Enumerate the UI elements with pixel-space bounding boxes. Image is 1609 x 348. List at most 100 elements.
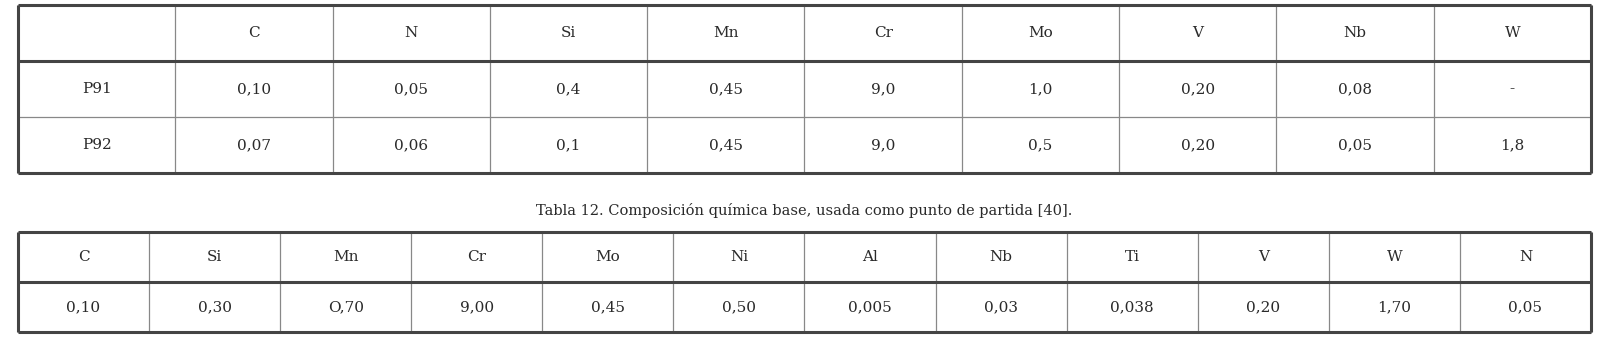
Bar xyxy=(1067,282,1197,332)
Text: 0,05: 0,05 xyxy=(394,82,428,96)
Bar xyxy=(175,61,333,117)
Text: 0,20: 0,20 xyxy=(1247,300,1281,314)
Text: Nb: Nb xyxy=(1344,26,1366,40)
Bar xyxy=(647,117,804,173)
Text: 0,10: 0,10 xyxy=(237,82,270,96)
Bar xyxy=(1276,117,1434,173)
Bar xyxy=(412,232,542,282)
Text: Cr: Cr xyxy=(874,26,893,40)
Bar xyxy=(280,282,412,332)
Text: 0,45: 0,45 xyxy=(710,82,743,96)
Text: 0,1: 0,1 xyxy=(557,138,581,152)
Bar xyxy=(489,117,647,173)
Bar xyxy=(150,282,280,332)
Text: 0,5: 0,5 xyxy=(1028,138,1052,152)
Text: O,70: O,70 xyxy=(328,300,364,314)
Text: 0,038: 0,038 xyxy=(1110,300,1154,314)
Bar xyxy=(962,117,1120,173)
Bar xyxy=(1276,5,1434,61)
Text: Mo: Mo xyxy=(1028,26,1052,40)
Bar xyxy=(489,5,647,61)
Text: 0,005: 0,005 xyxy=(848,300,891,314)
Text: 0,50: 0,50 xyxy=(722,300,756,314)
Bar xyxy=(18,232,150,282)
Text: 0,05: 0,05 xyxy=(1339,138,1372,152)
Bar xyxy=(150,232,280,282)
Text: N: N xyxy=(1519,250,1532,264)
Text: 0,07: 0,07 xyxy=(237,138,270,152)
Bar xyxy=(935,232,1067,282)
Text: 9,00: 9,00 xyxy=(460,300,494,314)
Bar xyxy=(1434,117,1591,173)
Text: 1,70: 1,70 xyxy=(1377,300,1411,314)
Text: 9,0: 9,0 xyxy=(870,82,895,96)
Bar xyxy=(962,5,1120,61)
Text: 0,4: 0,4 xyxy=(557,82,581,96)
Text: W: W xyxy=(1504,26,1521,40)
Text: 0,05: 0,05 xyxy=(1509,300,1543,314)
Bar xyxy=(674,282,804,332)
Bar xyxy=(1276,61,1434,117)
Text: Nb: Nb xyxy=(990,250,1012,264)
Text: Cr: Cr xyxy=(467,250,486,264)
Text: W: W xyxy=(1387,250,1401,264)
Bar xyxy=(175,5,333,61)
Bar xyxy=(1434,61,1591,117)
Text: N: N xyxy=(404,26,418,40)
Bar xyxy=(1329,282,1459,332)
Text: 0,45: 0,45 xyxy=(591,300,624,314)
Bar xyxy=(1459,282,1591,332)
Bar xyxy=(1197,282,1329,332)
Text: Al: Al xyxy=(862,250,879,264)
Bar xyxy=(647,61,804,117)
Text: -: - xyxy=(1509,82,1516,96)
Text: Mn: Mn xyxy=(333,250,359,264)
Text: 0,20: 0,20 xyxy=(1181,138,1215,152)
Text: Ni: Ni xyxy=(730,250,748,264)
Bar xyxy=(804,232,935,282)
Bar xyxy=(18,282,150,332)
Bar xyxy=(962,61,1120,117)
Bar xyxy=(18,5,175,61)
Bar xyxy=(175,117,333,173)
Bar xyxy=(1067,232,1197,282)
Text: Mo: Mo xyxy=(595,250,619,264)
Bar xyxy=(674,232,804,282)
Bar xyxy=(489,61,647,117)
Bar xyxy=(1120,117,1276,173)
Text: Si: Si xyxy=(562,26,576,40)
Bar xyxy=(18,61,175,117)
Text: P92: P92 xyxy=(82,138,111,152)
Bar xyxy=(1120,61,1276,117)
Bar xyxy=(1197,232,1329,282)
Text: Ti: Ti xyxy=(1125,250,1139,264)
Text: 0,20: 0,20 xyxy=(1181,82,1215,96)
Text: 1,8: 1,8 xyxy=(1500,138,1524,152)
Bar xyxy=(333,61,489,117)
Text: 0,45: 0,45 xyxy=(710,138,743,152)
Text: 1,0: 1,0 xyxy=(1028,82,1052,96)
Text: Si: Si xyxy=(208,250,222,264)
Text: P91: P91 xyxy=(82,82,111,96)
Text: 9,0: 9,0 xyxy=(870,138,895,152)
Bar xyxy=(804,61,962,117)
Bar xyxy=(333,117,489,173)
Text: 0,08: 0,08 xyxy=(1339,82,1372,96)
Bar xyxy=(333,5,489,61)
Text: V: V xyxy=(1258,250,1270,264)
Text: Mn: Mn xyxy=(713,26,739,40)
Bar xyxy=(1434,5,1591,61)
Bar xyxy=(280,232,412,282)
Text: C: C xyxy=(77,250,90,264)
Text: 0,30: 0,30 xyxy=(198,300,232,314)
Bar xyxy=(1329,232,1459,282)
Bar xyxy=(18,117,175,173)
Bar xyxy=(804,282,935,332)
Bar xyxy=(935,282,1067,332)
Text: C: C xyxy=(248,26,259,40)
Text: 0,10: 0,10 xyxy=(66,300,101,314)
Text: 0,03: 0,03 xyxy=(985,300,1018,314)
Bar xyxy=(647,5,804,61)
Bar xyxy=(542,232,674,282)
Bar xyxy=(804,117,962,173)
